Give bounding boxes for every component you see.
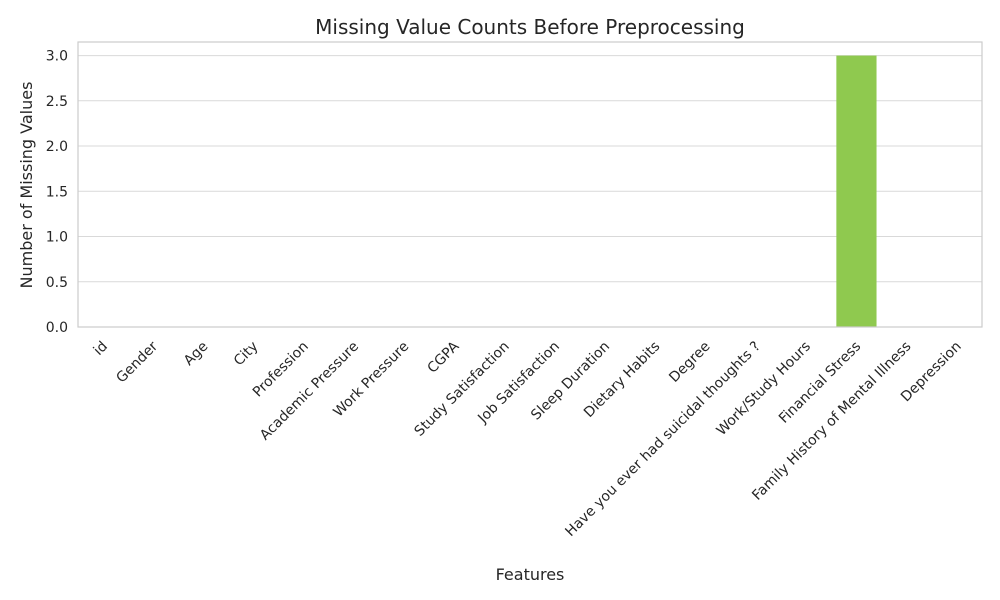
x-tick-label: Work/Study Hours	[714, 339, 814, 439]
y-tick-label: 0.5	[46, 275, 68, 291]
x-tick-label: Degree	[666, 339, 713, 386]
y-tick-labels: 0.0 0.5 1.0 1.5 2.0 2.5 3.0	[46, 49, 68, 336]
chart-title: Missing Value Counts Before Preprocessin…	[315, 15, 745, 39]
plot-frame	[77, 41, 983, 328]
bars	[836, 55, 877, 327]
x-tick-label: Academic Pressure	[257, 339, 362, 444]
x-tick-label: Age	[181, 339, 211, 369]
x-tick-label: CGPA	[424, 338, 462, 376]
y-tick-label: 2.5	[46, 94, 68, 110]
gridlines	[78, 55, 982, 328]
y-axis-label: Number of Missing Values	[17, 82, 36, 289]
x-tick-label: Gender	[113, 338, 161, 386]
y-tick-label: 3.0	[46, 49, 68, 65]
x-tick-label: Study Satisfaction	[412, 339, 513, 440]
y-tick-label: 1.0	[46, 230, 68, 246]
y-tick-label: 1.5	[46, 184, 68, 200]
x-tick-label: id	[91, 339, 111, 359]
y-tick-label: 0.0	[46, 320, 68, 336]
x-axis-label: Features	[496, 565, 565, 584]
y-tick-label: 2.0	[46, 139, 68, 155]
bar	[836, 55, 877, 327]
x-tick-label: City	[231, 339, 262, 370]
